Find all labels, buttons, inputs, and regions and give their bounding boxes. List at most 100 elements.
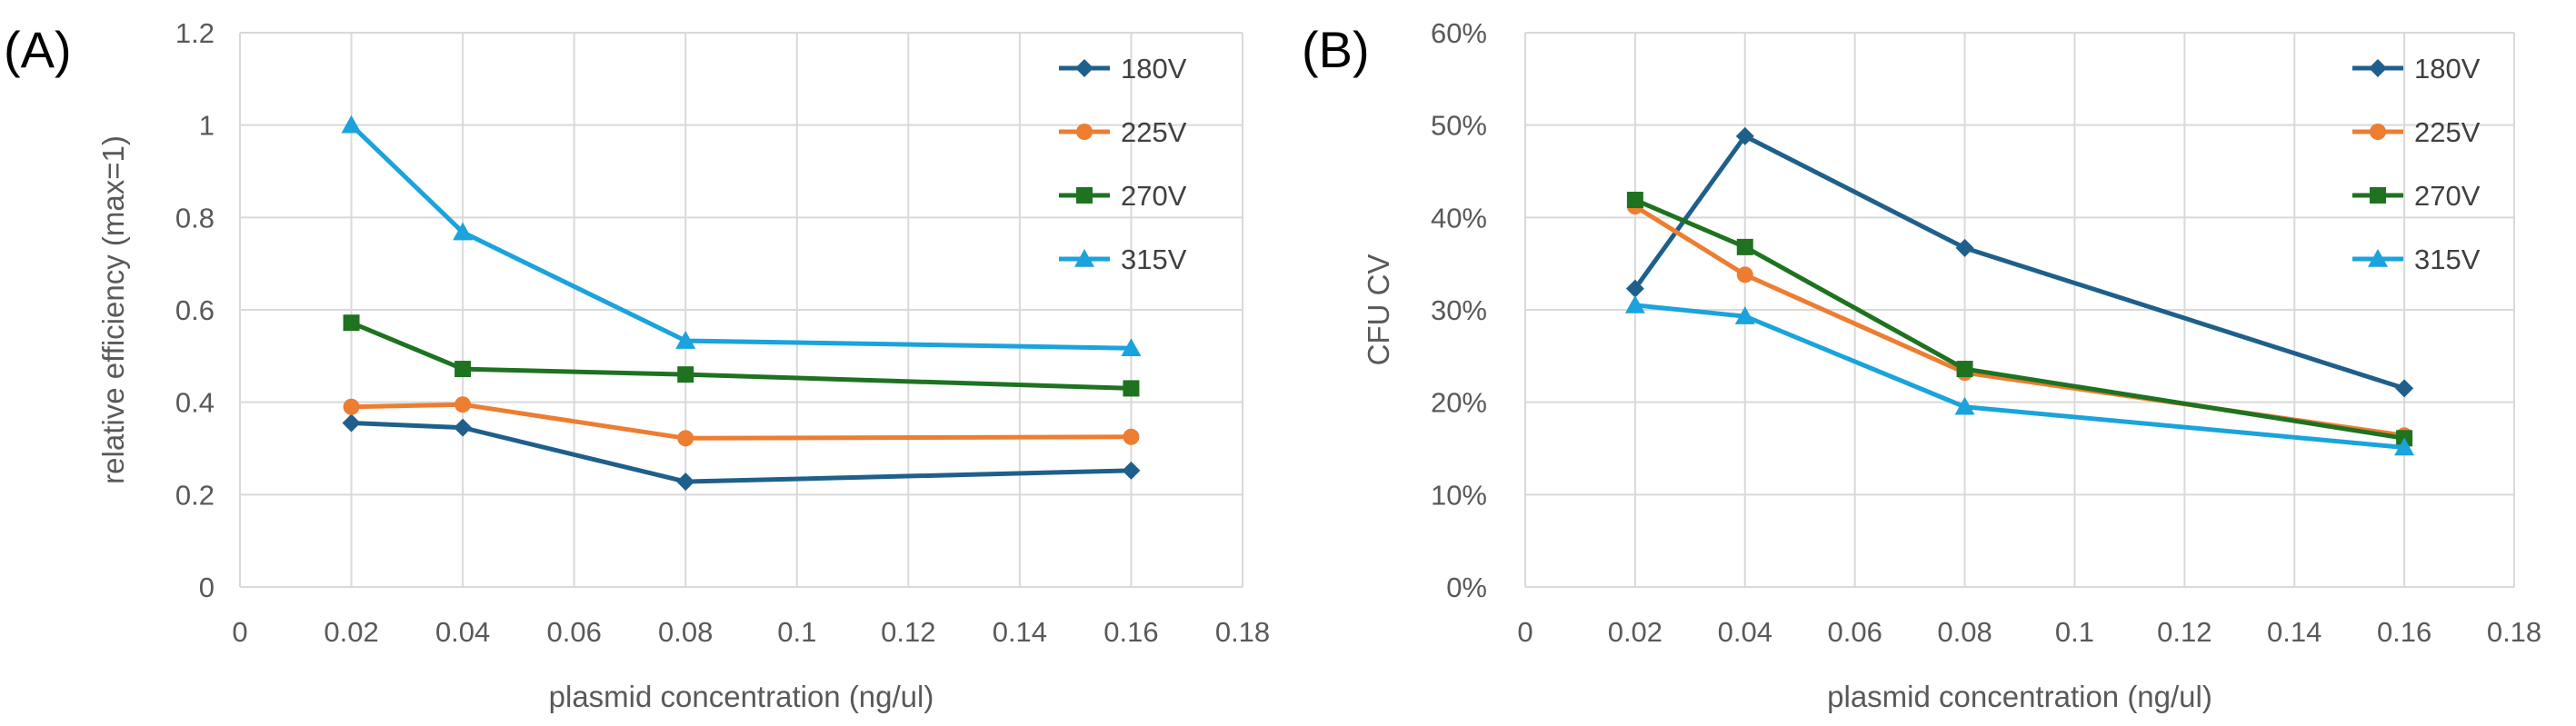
legend-marker-225V [1076,124,1093,140]
data-point-225V [677,430,694,447]
x-tick-label: 0 [1517,616,1533,648]
legend-marker-180V [1075,59,1093,77]
x-tick-label: 0.04 [1718,616,1772,648]
y-tick-label: 0.6 [175,294,215,326]
chart-panel-b: 0% 10% 20% 30% 40% 50% 60% 0 0.02 0.04 0.06 0.08 0.1… [1362,17,2541,713]
series-225V [343,396,1140,447]
x-tick-label: 0.16 [2377,616,2431,648]
x-tick-label: 0 [232,616,247,648]
y-tick-label: 0 [199,572,215,603]
series-270V [343,314,1140,397]
y-tick-label: 0% [1446,572,1487,603]
data-point-315V [341,114,362,134]
data-point-225V [454,396,472,413]
series-315V [341,114,1142,356]
series-315V [1624,294,2415,456]
data-point-180V [454,418,473,437]
data-point-225V [1736,266,1753,283]
data-point-180V [342,413,361,433]
legend-marker-315V [1074,249,1094,267]
data-point-225V [343,398,360,415]
series-line-180V [1632,134,2405,391]
data-point-315V [1954,396,1975,415]
y-tick-label: 40% [1431,202,1487,234]
data-point-270V [343,314,360,332]
x-tick-label: 0.18 [1215,616,1270,648]
data-point-315V [1624,294,1645,313]
data-point-270V [677,366,694,383]
series-line-315V [1634,303,2405,450]
data-point-315V [675,331,696,349]
panel-label-b: (B) [1302,21,1370,78]
x-tick-label: 0.14 [993,616,1047,648]
legend-label-270V: 270V [1121,180,1187,212]
y-tick-label: 1 [199,110,215,142]
x-tick-label: 0.16 [1103,616,1158,648]
x-tick-label: 0.08 [1937,616,1992,648]
legend: 180V 225V 270V 315V [2352,53,2481,275]
legend-marker-315V [2368,249,2388,267]
legend-label-225V: 225V [2414,116,2481,148]
data-point-315V [2394,437,2415,456]
data-point-270V [1736,238,1753,255]
x-tick-label: 0.02 [324,616,378,648]
y-tick-label: 60% [1431,17,1487,49]
data-point-315V [1121,338,1142,356]
x-tick-label: 0.02 [1608,616,1662,648]
x-tick-label: 0.18 [2487,616,2541,648]
y-tick-label: 0.2 [175,479,215,511]
x-tick-label: 0.04 [435,616,490,648]
series-line-180V [351,421,1132,484]
data-point-180V [676,472,695,492]
legend-label-180V: 180V [2414,53,2481,85]
data-point-225V [1123,428,1140,445]
x-axis-title: plasmid concentration (ng/ul) [549,680,934,713]
data-point-315V [453,222,474,241]
series-180V [342,413,1141,492]
y-axis-title: CFU CV [1362,254,1395,366]
series-line-270V [350,320,1132,391]
x-tick-label: 0.12 [2157,616,2212,648]
legend-marker-270V [1076,187,1093,204]
y-tick-label: 20% [1431,387,1487,419]
data-point-180V [1122,461,1141,480]
y-axis-title: relative efficiency (max=1) [96,135,130,484]
x-tick-label: 0.06 [1827,616,1882,648]
legend-label-315V: 315V [2414,244,2481,275]
x-tick-label: 0.1 [2055,616,2094,648]
x-tick-label: 0.1 [777,616,816,648]
y-tick-label: 0.8 [175,202,215,234]
panel-label-a: (A) [4,21,72,78]
data-point-270V [1956,361,1973,378]
y-tick-label: 50% [1431,110,1487,142]
chart-panel-a: 0 0.2 0.4 0.6 0.8 1 1.2 0 0.02 0.04 0.06 0.08 0.1 0.1… [96,17,1270,713]
x-tick-label: 0.08 [658,616,713,648]
legend-marker-225V [2370,124,2386,140]
legend-label-180V: 180V [1121,53,1187,85]
data-point-180V [1955,238,1974,257]
y-tick-label: 30% [1431,294,1487,326]
legend-marker-270V [2370,187,2386,204]
data-point-270V [1626,192,1643,209]
data-point-180V [1625,279,1644,298]
y-tick-label: 10% [1431,479,1487,511]
x-tick-label: 0.12 [881,616,935,648]
legend-label-225V: 225V [1121,116,1187,148]
x-tick-label: 0.06 [546,616,601,648]
legend-marker-180V [2369,59,2387,77]
x-tick-label: 0.14 [2267,616,2321,648]
series-line-315V [349,123,1132,351]
data-point-180V [2395,379,2414,398]
legend-label-270V: 270V [2414,180,2481,212]
data-point-180V [1735,126,1754,145]
y-tick-label: 1.2 [175,17,215,49]
series-180V [1625,126,2414,398]
legend: 180V 225V 270V 315V [1059,53,1187,275]
data-point-270V [1123,380,1140,397]
data-point-315V [1734,306,1755,324]
series-line-270V [1633,197,2405,441]
legend-label-315V: 315V [1121,244,1187,275]
y-tick-label: 0.4 [175,387,215,419]
data-point-270V [454,361,472,378]
